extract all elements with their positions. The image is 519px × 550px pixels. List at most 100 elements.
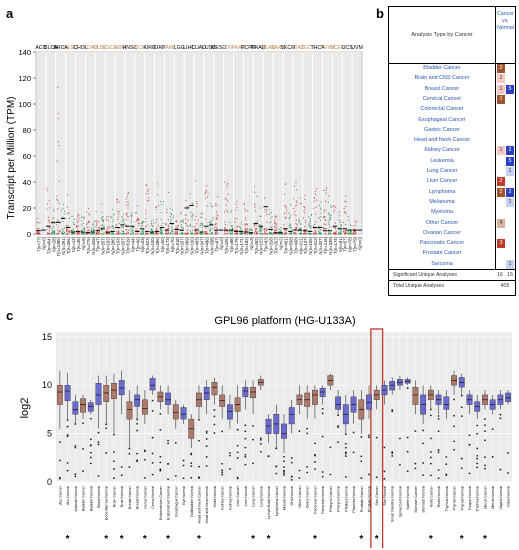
y-tick-label: 80 [23,126,31,135]
cancer-type-link[interactable]: Bladder Cancer [423,65,461,71]
count-cells: 1 [495,258,515,270]
data-point [152,225,154,227]
data-point [66,233,68,235]
data-point [315,193,317,195]
upregulated-count[interactable]: 3 [497,239,505,249]
upregulated-count[interactable]: 1 [497,84,505,94]
x-tick-label: N(n=338) [209,236,214,254]
data-point [338,232,340,234]
data-point [313,197,315,199]
cancer-type-link[interactable]: Myeloma [431,209,453,216]
cancer-type-link[interactable]: Pancreatic Cancer [419,240,465,247]
cancer-label: UVM [351,45,363,51]
cancer-type-link[interactable]: Lung Cancer [426,168,458,174]
data-point [228,231,231,233]
data-point [279,229,281,231]
x-tick-label: T(n=518) [175,236,180,254]
downregulated-count[interactable]: 5 [506,156,514,166]
data-point [102,221,104,223]
data-point [223,211,226,213]
data-point [294,205,297,207]
data-point [295,233,298,235]
upregulated-count[interactable]: 2 [497,187,505,197]
data-point [49,233,51,235]
data-point [304,194,306,197]
data-point [92,223,94,225]
cancer-type-link[interactable]: Head and Neck Cancer [413,137,471,144]
upregulated-count[interactable]: 2 [497,64,505,73]
cancer-type-link[interactable]: Cervical Cancer [422,95,462,102]
data-point [144,218,147,220]
data-point [285,231,287,234]
data-point [244,229,246,231]
downregulated-count[interactable]: 5 [506,84,514,94]
data-point [125,198,127,201]
data-point [205,231,207,234]
x-tick-label: T(n=486) [204,236,209,254]
downregulated-count[interactable]: 2 [506,187,514,197]
data-point [191,233,193,235]
outlier-point [391,452,394,455]
cancer-type-link[interactable]: Sarcoma [431,260,453,267]
downregulated-count[interactable]: 1 [506,167,514,176]
cancer-type-link[interactable]: Kidney Cancer [424,147,460,154]
outlier-point [360,436,363,438]
downregulated-count[interactable]: 2 [506,146,514,156]
cancer-type-link[interactable]: Liver Cancer [426,178,458,185]
outlier-point [499,468,502,471]
cancer-type-link[interactable]: Brain and CNS Cancer [414,75,470,82]
data-point [304,232,306,234]
y-tick-label: 60 [23,152,31,161]
outlier-point [399,437,401,440]
data-point [309,217,311,220]
outlier-point [391,451,394,453]
cancer-type-link[interactable]: Gastric Cancer [424,126,460,133]
x-tick-label: Lung Cancer [252,485,256,506]
data-point [266,230,268,232]
data-point [205,227,207,229]
outlier-point [82,470,84,473]
data-point [116,198,118,200]
cancer-type-link[interactable]: Ovarian Cancer [423,229,461,236]
downregulated-count[interactable]: 1 [506,197,514,207]
data-point [264,228,266,230]
upregulated-count[interactable]: 2 [497,177,505,187]
data-point [324,219,326,221]
cancer-type-link[interactable]: Other Cancer [425,219,459,226]
cancer-label: TGCT [301,45,316,51]
data-point [231,227,234,229]
downregulated-count[interactable]: 1 [506,259,514,269]
upregulated-count[interactable]: 1 [497,74,505,84]
upregulated-count[interactable]: 4 [497,218,505,228]
data-point [174,233,177,235]
data-point [353,231,355,233]
outlier-point [74,423,77,425]
data-point [324,227,326,230]
data-point [285,212,287,214]
data-point [212,216,214,219]
cancer-type-link[interactable]: Melanoma [429,198,455,205]
x-tick-label: N(n=160) [190,236,195,254]
data-point [62,207,65,209]
data-point [299,197,301,199]
outlier-point [221,430,224,433]
cancer-type-link[interactable]: Colorectal Cancer [420,106,464,113]
data-point [304,206,306,208]
upregulated-count[interactable]: 1 [497,146,505,156]
x-tick-label: Head and Neck Cancer [197,485,201,523]
x-tick-label: Kidney Normal [228,486,232,510]
cancer-type-link[interactable]: Lymphoma [428,188,456,195]
data-point [320,207,322,209]
cancer-type-link[interactable]: Leukemia [430,157,454,164]
outlier-point [383,446,386,449]
data-point [98,226,100,229]
data-point [88,229,90,232]
outlier-point [190,452,193,455]
cancer-type-link[interactable]: Breast Cancer [424,85,460,92]
data-point [180,212,182,214]
upregulated-count[interactable]: 1 [497,94,505,104]
significance-star: * [251,534,255,545]
cancer-type-link[interactable]: Prostate Cancer [422,250,462,257]
cancer-type-link[interactable]: Esophageal Cancer [418,116,466,123]
data-point [310,225,312,227]
